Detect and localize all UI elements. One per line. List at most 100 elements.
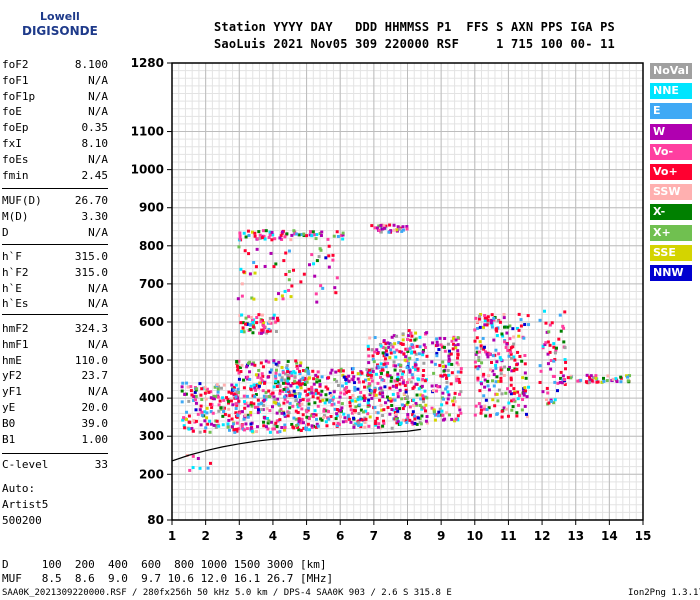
data-point xyxy=(367,361,371,365)
data-point xyxy=(400,397,404,401)
data-point xyxy=(318,231,322,235)
data-point xyxy=(404,388,408,392)
data-point xyxy=(310,234,314,238)
data-point xyxy=(359,390,363,394)
data-point xyxy=(230,391,234,395)
data-point xyxy=(376,351,380,355)
data-point xyxy=(241,326,245,330)
data-point xyxy=(502,406,506,410)
data-point xyxy=(269,251,273,255)
data-point xyxy=(541,390,545,394)
data-point xyxy=(500,392,504,396)
data-point xyxy=(380,366,384,370)
param-row: MUF(D) 26.70 xyxy=(2,194,108,209)
data-point xyxy=(334,417,338,421)
data-point xyxy=(318,247,322,251)
data-point xyxy=(475,350,479,354)
data-point xyxy=(380,408,384,412)
data-point xyxy=(308,428,312,432)
data-point xyxy=(320,375,324,379)
data-point xyxy=(447,373,451,377)
data-point xyxy=(377,224,381,228)
data-point xyxy=(248,377,252,381)
param-name: h`E xyxy=(2,281,22,295)
data-point xyxy=(262,235,266,239)
data-point xyxy=(523,404,527,408)
legend-item: NoVal xyxy=(650,63,692,79)
data-point xyxy=(237,245,241,249)
data-point xyxy=(411,413,415,417)
data-point xyxy=(303,376,307,380)
data-point xyxy=(327,376,331,380)
data-point xyxy=(415,393,419,397)
data-point xyxy=(458,392,462,396)
data-point xyxy=(352,408,356,412)
data-point xyxy=(347,389,351,393)
data-point xyxy=(509,346,513,350)
data-point xyxy=(402,379,406,383)
data-point xyxy=(526,314,530,318)
legend-item: SSW xyxy=(650,184,692,201)
data-point xyxy=(314,425,318,429)
data-point xyxy=(371,369,375,373)
data-point xyxy=(299,420,303,424)
data-point xyxy=(351,378,355,382)
data-point xyxy=(311,391,315,395)
data-point xyxy=(236,413,240,417)
data-point xyxy=(306,408,310,412)
param-name: h`F2 xyxy=(2,265,29,279)
data-point xyxy=(500,415,504,419)
data-point xyxy=(516,397,520,401)
data-point xyxy=(547,401,551,405)
data-point xyxy=(439,374,443,378)
data-point xyxy=(391,345,395,349)
data-point xyxy=(332,422,336,426)
data-point xyxy=(268,316,272,320)
param-value: 26.70 xyxy=(74,194,108,207)
data-point xyxy=(324,385,328,389)
data-point xyxy=(274,421,278,425)
param-name: M(D) xyxy=(2,209,29,223)
data-point xyxy=(309,414,313,418)
data-point xyxy=(377,366,381,370)
param-value: 23.7 xyxy=(81,369,109,383)
data-point xyxy=(388,356,392,360)
data-point xyxy=(286,368,290,372)
data-point xyxy=(249,401,253,405)
data-point xyxy=(261,408,265,412)
data-point xyxy=(414,382,418,386)
data-point xyxy=(331,397,335,401)
data-point xyxy=(422,343,426,347)
data-point xyxy=(435,340,439,344)
data-point xyxy=(390,376,394,380)
param-name: B1 xyxy=(2,432,16,446)
data-point xyxy=(309,389,313,393)
data-point xyxy=(208,419,212,423)
data-point xyxy=(298,372,302,376)
data-point xyxy=(400,403,404,407)
data-point xyxy=(386,361,390,365)
data-point xyxy=(435,354,439,358)
data-point xyxy=(374,423,378,427)
data-point xyxy=(246,229,250,233)
data-point xyxy=(263,237,267,241)
data-point xyxy=(280,426,284,430)
data-point xyxy=(337,400,341,404)
data-point xyxy=(288,394,292,398)
data-point xyxy=(366,371,370,375)
data-point xyxy=(250,319,254,323)
data-point xyxy=(275,385,279,389)
data-point xyxy=(435,351,439,355)
data-point xyxy=(509,376,513,380)
data-point xyxy=(419,393,423,397)
data-point xyxy=(332,402,336,406)
data-point xyxy=(415,358,419,362)
data-point xyxy=(324,420,328,424)
data-point xyxy=(210,403,214,407)
data-point xyxy=(246,377,250,381)
data-point xyxy=(602,379,606,383)
data-point xyxy=(559,329,563,333)
data-point xyxy=(441,391,445,395)
data-point xyxy=(314,417,318,421)
data-point xyxy=(412,414,416,418)
